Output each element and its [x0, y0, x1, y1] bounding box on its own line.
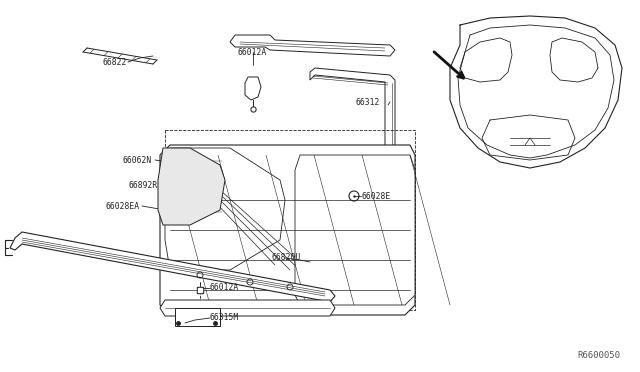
Polygon shape — [310, 68, 395, 290]
Text: R6600050: R6600050 — [577, 350, 620, 359]
Text: 66822: 66822 — [102, 58, 127, 67]
Text: 66315M: 66315M — [210, 314, 239, 323]
Text: 66820U: 66820U — [272, 253, 301, 263]
Text: 66012A: 66012A — [210, 283, 239, 292]
Polygon shape — [245, 77, 261, 100]
Text: 66028E: 66028E — [362, 192, 391, 201]
Polygon shape — [10, 232, 335, 302]
Polygon shape — [175, 308, 220, 326]
Polygon shape — [160, 300, 335, 316]
Text: 66012A: 66012A — [238, 48, 268, 57]
Polygon shape — [158, 148, 225, 225]
Polygon shape — [160, 145, 415, 315]
Polygon shape — [230, 35, 395, 56]
Text: 66062N: 66062N — [123, 155, 152, 164]
Polygon shape — [295, 155, 415, 305]
Text: 66892R: 66892R — [129, 180, 158, 189]
Text: 66312: 66312 — [356, 97, 380, 106]
Text: 66028EA: 66028EA — [106, 202, 140, 211]
Polygon shape — [165, 148, 285, 270]
